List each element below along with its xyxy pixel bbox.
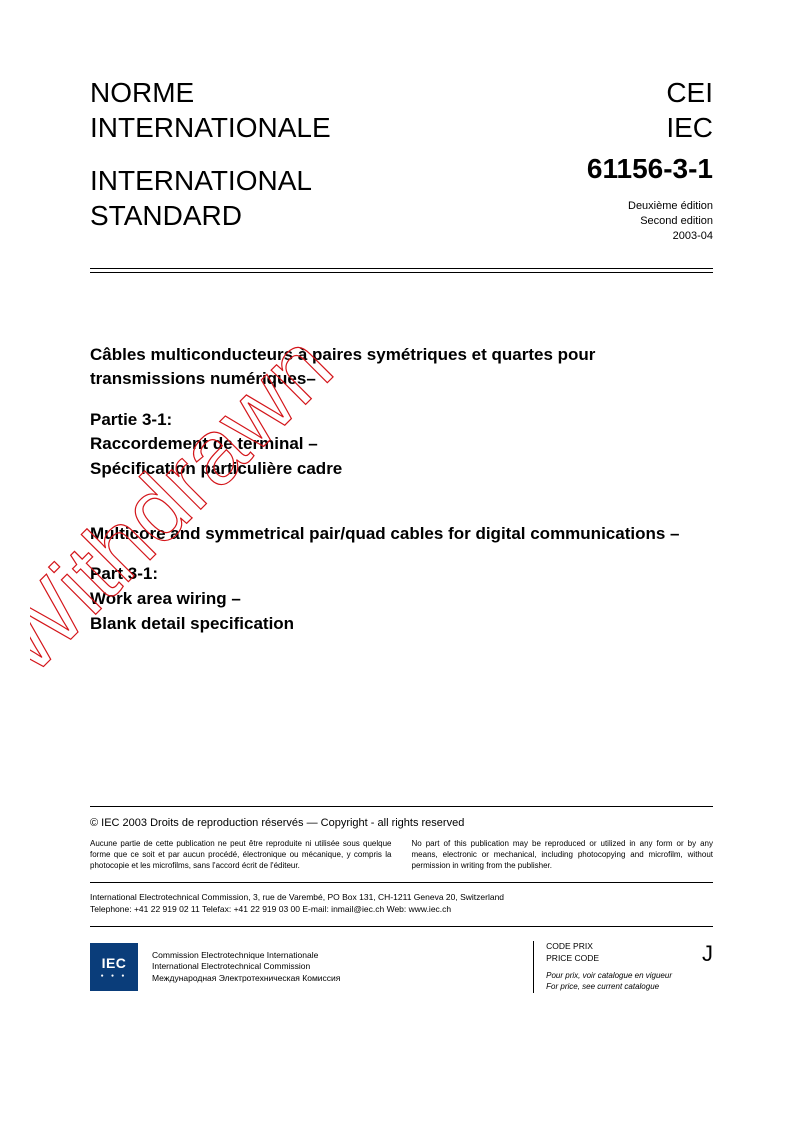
- title-fr-part: Partie 3-1: Raccordement de terminal – S…: [90, 408, 713, 482]
- iec-logo: IEC ● ● ●: [90, 943, 138, 991]
- rule-double: [90, 268, 713, 273]
- title-fr-part-line2: Spécification particulière cadre: [90, 457, 713, 482]
- title-en-part-line1: Work area wiring –: [90, 587, 713, 612]
- price-label-fr: CODE PRIX: [546, 941, 672, 953]
- title-en-line1: INTERNATIONAL: [90, 163, 331, 198]
- title-en-line2: STANDARD: [90, 198, 331, 233]
- standard-number: 61156-3-1: [587, 153, 713, 185]
- title-en-part: Part 3-1: Work area wiring – Blank detai…: [90, 562, 713, 636]
- commission-ru: Международная Электротехническая Комисси…: [152, 973, 519, 984]
- org-code-fr: CEI: [587, 75, 713, 110]
- price-code: J: [702, 941, 713, 967]
- edition-date: 2003-04: [587, 229, 713, 244]
- title-en-part-line2: Blank detail specification: [90, 612, 713, 637]
- copyright-line: © IEC 2003 Droits de reproduction réserv…: [90, 817, 713, 829]
- title-en-part-label: Part 3-1:: [90, 562, 713, 587]
- title-en: Multicore and symmetrical pair/quad cabl…: [90, 522, 713, 637]
- price-note-en: For price, see current catalogue: [546, 982, 672, 993]
- rule-below-address: [90, 926, 713, 927]
- price-labels: CODE PRIX PRICE CODE: [546, 941, 672, 965]
- header-row: NORME INTERNATIONALE INTERNATIONAL STAND…: [90, 75, 713, 244]
- title-fr-line1: NORME: [90, 75, 331, 110]
- notice-fr: Aucune partie de cette publication ne pe…: [90, 839, 392, 871]
- edition-en: Second edition: [587, 214, 713, 229]
- commission-fr: Commission Electrotechnique Internationa…: [152, 950, 519, 961]
- address-line1: International Electrotechnical Commissio…: [90, 891, 713, 904]
- address-line2: Telephone: +41 22 919 02 11 Telefax: +41…: [90, 903, 713, 916]
- rule-above-copyright: [90, 806, 713, 807]
- doc-type-titles: NORME INTERNATIONALE INTERNATIONAL STAND…: [90, 75, 331, 233]
- price-note-fr: Pour prix, voir catalogue en vigueur: [546, 971, 672, 982]
- iec-logo-text: IEC: [102, 955, 127, 971]
- main-titles: Câbles multiconducteurs à paires symétri…: [90, 343, 713, 637]
- title-fr-part-label: Partie 3-1:: [90, 408, 713, 433]
- notice-en: No part of this publication may be repro…: [412, 839, 714, 871]
- price-label-en: PRICE CODE: [546, 953, 672, 965]
- iec-logo-dots: ● ● ●: [101, 973, 128, 979]
- commission-en: International Electrotechnical Commissio…: [152, 961, 519, 972]
- title-fr-line2: INTERNATIONALE: [90, 110, 331, 145]
- address-block: International Electrotechnical Commissio…: [90, 891, 713, 917]
- price-note: Pour prix, voir catalogue en vigueur For…: [546, 971, 672, 993]
- copyright-notice: Aucune partie de cette publication ne pe…: [90, 839, 713, 871]
- title-fr: Câbles multiconducteurs à paires symétri…: [90, 343, 713, 482]
- title-fr-main: Câbles multiconducteurs à paires symétri…: [90, 343, 713, 392]
- price-block: CODE PRIX PRICE CODE Pour prix, voir cat…: [533, 941, 713, 992]
- title-fr-part-line1: Raccordement de terminal –: [90, 432, 713, 457]
- price-left: CODE PRIX PRICE CODE Pour prix, voir cat…: [546, 941, 672, 992]
- rule-above-address: [90, 882, 713, 883]
- footer-row: IEC ● ● ● Commission Electrotechnique In…: [90, 941, 713, 992]
- commission-block: Commission Electrotechnique Internationa…: [152, 950, 519, 984]
- org-code-en: IEC: [587, 110, 713, 145]
- edition-fr: Deuxième édition: [587, 199, 713, 214]
- edition-block: Deuxième édition Second edition 2003-04: [587, 199, 713, 244]
- standard-id-block: CEI IEC 61156-3-1 Deuxième édition Secon…: [587, 75, 713, 244]
- title-en-main: Multicore and symmetrical pair/quad cabl…: [90, 522, 713, 547]
